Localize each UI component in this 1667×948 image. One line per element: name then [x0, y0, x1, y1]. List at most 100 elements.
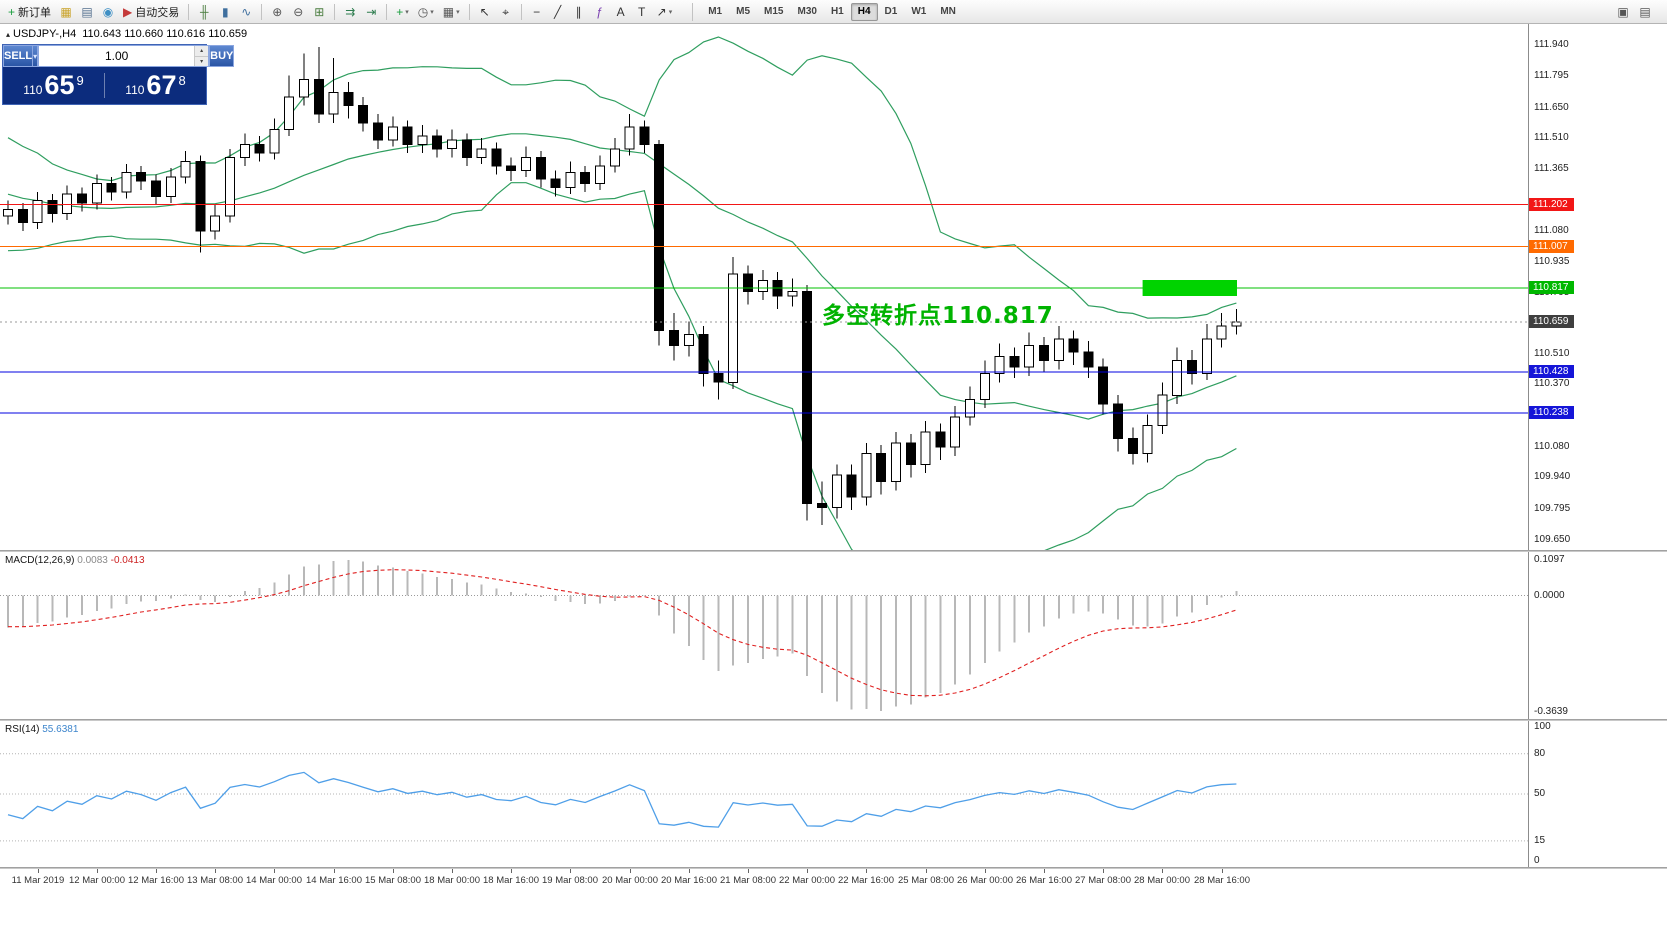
- chart-window-icon[interactable]: ▦: [56, 2, 76, 22]
- bollinger-middle-band[interactable]: [7, 133, 1237, 420]
- price-scale-label: 111.940: [1534, 39, 1569, 50]
- time-axis-label: 14 Mar 16:00: [306, 875, 362, 886]
- chart-text-annotation[interactable]: 多空转折点110.817: [822, 303, 1054, 329]
- line-chart-mode-icon-glyph: ∿: [241, 4, 252, 19]
- timeframe-h1[interactable]: H1: [830, 6, 844, 17]
- macd-panel[interactable]: [0, 552, 1528, 719]
- autotrading-button[interactable]: ▶ 自动交易: [119, 2, 183, 22]
- time-axis-label: 13 Mar 08:00: [187, 875, 243, 886]
- indicators-icon[interactable]: + ▾: [392, 2, 413, 22]
- bollinger-lower-band[interactable]: [7, 182, 1237, 550]
- rsi-line[interactable]: [7, 771, 1237, 828]
- time-axis-tick: [334, 869, 335, 873]
- auto-scroll-icon[interactable]: ⇉: [340, 2, 360, 22]
- buy-button[interactable]: BUY: [209, 45, 235, 67]
- timeframe-d1[interactable]: D1: [884, 6, 898, 17]
- channel-tool-icon[interactable]: ∥: [569, 2, 589, 22]
- fibonacci-tool-icon[interactable]: ƒ: [590, 2, 610, 22]
- price-scale-label: 111.795: [1534, 70, 1569, 81]
- time-axis-tick: [215, 869, 216, 873]
- bar-chart-mode-icon-glyph: ╫: [199, 4, 209, 19]
- time-axis: 11 Mar 2019 12 Mar 00:00 12 Mar 16:00 13 Ma…: [0, 869, 1667, 895]
- time-axis-label: 27 Mar 08:00: [1075, 875, 1131, 886]
- price-chart[interactable]: [0, 24, 1528, 550]
- panel-separator[interactable]: [0, 867, 1667, 869]
- bollinger-upper-band[interactable]: [7, 36, 1237, 319]
- trendline-tool-icon[interactable]: ╱: [548, 2, 568, 22]
- rsi-value: 55.6381: [42, 724, 79, 735]
- sell-price-display[interactable]: 110 65 9: [3, 72, 104, 99]
- templates-icon-dropdown[interactable]: ▾: [456, 8, 460, 16]
- bar-chart-mode-icon[interactable]: ╫: [194, 2, 214, 22]
- timeframe-m30[interactable]: M30: [797, 6, 817, 17]
- data-window-icon-glyph: ◉: [102, 4, 114, 19]
- timeframe-w1[interactable]: W1: [911, 6, 927, 17]
- docking-icon-glyph: ▤: [1639, 4, 1651, 19]
- bollinger-bands[interactable]: [7, 36, 1237, 550]
- highlight-rectangle[interactable]: [1142, 280, 1237, 296]
- price-scale-label: 110.370: [1534, 378, 1570, 389]
- buy-price-pip: 8: [178, 73, 186, 88]
- volume-decrease-button[interactable]: ▾: [195, 56, 209, 66]
- timeframe-m15[interactable]: M15: [764, 6, 784, 17]
- time-axis-tick: [748, 869, 749, 873]
- timeframe-h4[interactable]: H4: [850, 2, 878, 21]
- zoom-out-icon[interactable]: ⊖: [288, 2, 308, 22]
- time-axis-label: 28 Mar 16:00: [1194, 875, 1250, 886]
- line-chart-mode-icon[interactable]: ∿: [236, 2, 256, 22]
- timeframe-mn[interactable]: MN: [940, 6, 956, 17]
- auto-scroll-icon-glyph: ⇉: [345, 4, 356, 19]
- hline-tool-icon[interactable]: −: [527, 2, 547, 22]
- templates-icon[interactable]: ▦ ▾: [439, 2, 464, 22]
- periods-icon-dropdown[interactable]: ▾: [430, 8, 434, 16]
- chart-window-toggle-icon-glyph: ▣: [1617, 4, 1629, 19]
- chart-window-toggle-icon[interactable]: ▣: [1613, 2, 1633, 22]
- timeframe-m1[interactable]: M1: [708, 6, 723, 17]
- new-order-button-glyph: +: [8, 4, 16, 19]
- cursor-icon[interactable]: ↖: [475, 2, 495, 22]
- crosshair-icon[interactable]: ⌖: [496, 2, 516, 22]
- time-axis-label: 26 Mar 16:00: [1016, 875, 1072, 886]
- panel-separator[interactable]: [0, 550, 1667, 552]
- label-tool-icon[interactable]: T: [632, 2, 652, 22]
- timeframe-m5[interactable]: M5: [736, 6, 751, 17]
- chart-symbol-period: USDJPY-,H4: [13, 28, 77, 40]
- volume-input[interactable]: [39, 46, 195, 66]
- docking-icon[interactable]: ▤: [1635, 2, 1655, 22]
- toolbar-separator: [188, 3, 190, 20]
- new-order-button[interactable]: + 新订单: [4, 2, 55, 22]
- candlestick-mode-icon[interactable]: ▮: [215, 2, 235, 22]
- arrows-tool-icon[interactable]: ↗ ▾: [653, 2, 677, 22]
- volume-increase-button[interactable]: ▴: [195, 46, 209, 57]
- sell-button[interactable]: SELL: [3, 45, 34, 67]
- cursor-icon-glyph: ↖: [479, 4, 490, 19]
- arrows-tool-icon-dropdown[interactable]: ▾: [668, 8, 673, 16]
- time-axis-tick: [511, 869, 512, 873]
- tile-windows-icon-glyph: ⊞: [314, 4, 325, 19]
- periods-icon[interactable]: ◷ ▾: [414, 2, 438, 22]
- data-window-icon[interactable]: ◉: [98, 2, 118, 22]
- time-axis-label: 18 Mar 00:00: [424, 875, 480, 886]
- indicators-icon-dropdown[interactable]: ▾: [405, 8, 409, 16]
- label-tool-icon-glyph: T: [637, 4, 646, 19]
- trade-panel-dropdown[interactable]: ▾: [33, 45, 39, 67]
- macd-signal-line[interactable]: [8, 569, 1237, 697]
- price-scale-label: 110.935: [1534, 256, 1570, 267]
- time-axis-label: 12 Mar 00:00: [69, 875, 125, 886]
- sell-price-pip: 9: [76, 73, 84, 88]
- trade-panel-divider: [104, 72, 105, 99]
- price-scale-label: 110.510: [1534, 348, 1570, 359]
- print-icon[interactable]: ▤: [77, 2, 97, 22]
- time-axis-tick: [926, 869, 927, 873]
- macd-indicator-label: MACD(12,26,9) 0.0083 -0.0413: [5, 555, 145, 566]
- panel-separator[interactable]: [0, 719, 1667, 721]
- candles-layer: [3, 47, 1242, 525]
- text-tool-icon[interactable]: A: [611, 2, 631, 22]
- rsi-panel[interactable]: [0, 721, 1528, 867]
- buy-price-display[interactable]: 110 67 8: [105, 72, 206, 99]
- chart-shift-icon[interactable]: ⇥: [361, 2, 381, 22]
- zoom-in-icon[interactable]: ⊕: [267, 2, 287, 22]
- time-axis-label: 18 Mar 16:00: [483, 875, 539, 886]
- tile-windows-icon[interactable]: ⊞: [309, 2, 329, 22]
- macd-title: MACD(12,26,9): [5, 555, 75, 566]
